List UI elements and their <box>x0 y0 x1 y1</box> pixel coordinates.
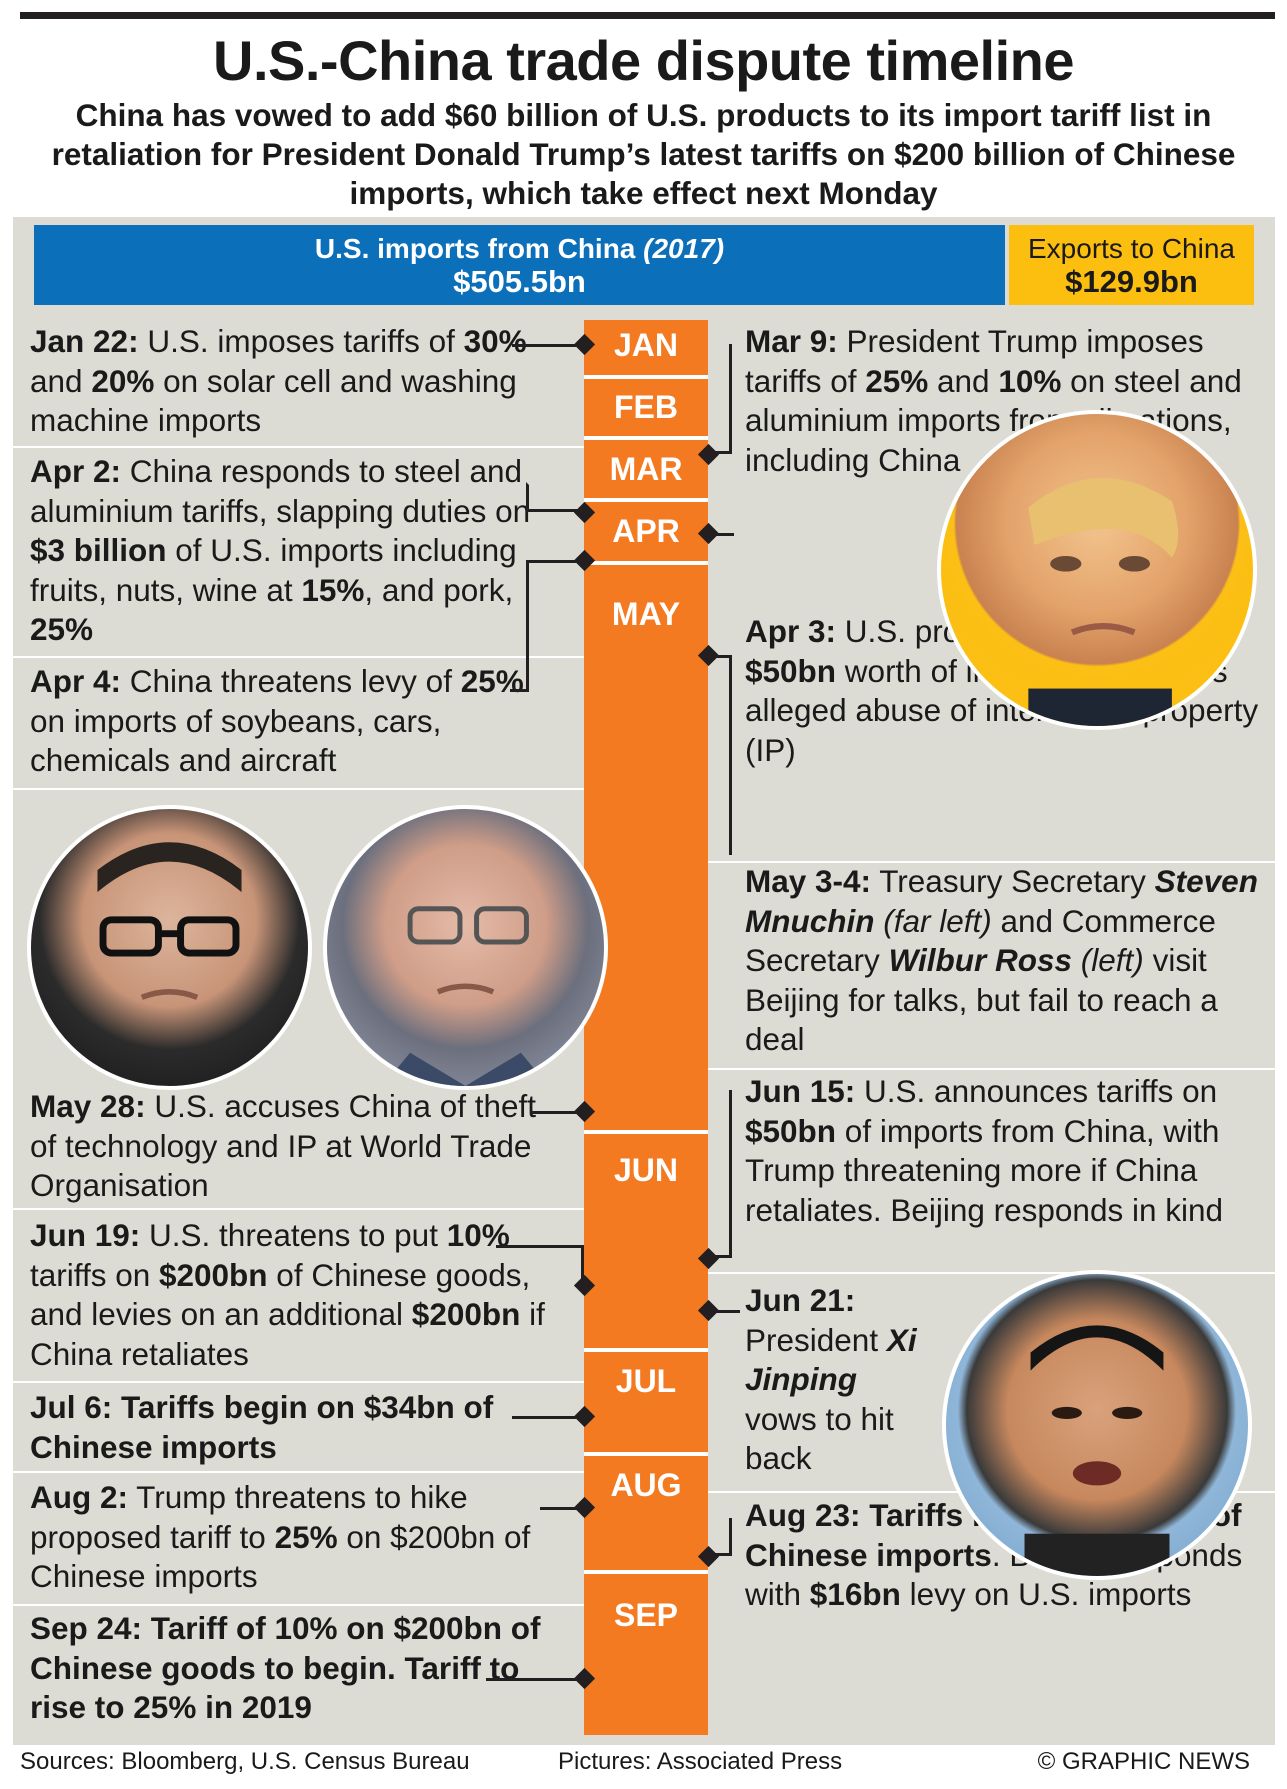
exports-to-china-value: $129.9bn <box>1065 264 1198 299</box>
event-may-3-4: May 3-4: Treasury Secretary Steven Mnuch… <box>745 863 1258 1057</box>
month-jul: JUL <box>615 1363 677 1399</box>
month-divider <box>584 1348 708 1352</box>
row-divider <box>13 788 584 790</box>
connector-line <box>530 1111 584 1114</box>
exports-to-china-label: Exports to China <box>1028 233 1235 264</box>
top-rule <box>20 12 1275 19</box>
row-divider <box>13 1471 584 1473</box>
footer-copyright: © GRAPHIC NEWS <box>1037 1748 1250 1775</box>
month-jan: JAN <box>613 327 678 363</box>
photo-xi-jinping <box>942 1270 1252 1580</box>
hair-shape <box>1030 1325 1164 1371</box>
suit-shape <box>1024 1533 1170 1576</box>
month-jun: JUN <box>613 1152 678 1188</box>
timeline-spine <box>584 320 708 1735</box>
portrait-illustration <box>1028 477 1179 726</box>
row-divider <box>708 861 1275 863</box>
eye-shape <box>1118 555 1151 572</box>
connector-line <box>708 344 732 454</box>
hair-shape <box>97 842 242 893</box>
row-divider <box>13 1208 584 1210</box>
event-apr-4: Apr 4: China threatens levy of 25% on im… <box>30 663 524 778</box>
connector-line <box>526 560 584 690</box>
suit-shape <box>382 1052 549 1086</box>
month-mar: MAR <box>609 451 683 487</box>
us-imports-year: (2017) <box>643 233 725 264</box>
eye-shape <box>1112 1406 1143 1419</box>
month-divider <box>584 1570 708 1574</box>
mouth-shape <box>140 989 199 1000</box>
month-sep: SEP <box>613 1597 679 1633</box>
row-divider <box>708 1272 1275 1274</box>
eye-shape <box>1051 1406 1082 1419</box>
row-divider <box>13 656 584 658</box>
row-divider <box>13 1604 584 1606</box>
month-divider <box>584 498 708 502</box>
page-title: U.S.-China trade dispute timeline <box>213 29 1074 92</box>
glasses-shape <box>474 906 529 945</box>
connector-line <box>496 1245 584 1285</box>
portrait-illustration <box>1024 1325 1170 1576</box>
glasses-shape <box>99 916 162 957</box>
row-divider <box>13 1381 584 1383</box>
row-divider <box>708 1068 1275 1070</box>
portrait-illustration <box>97 842 242 1000</box>
event-jul-6: Jul 6: Tariffs begin on $34bn of Chinese… <box>30 1389 494 1465</box>
footer-sources: Sources: Bloomberg, U.S. Census Bureau <box>20 1748 470 1775</box>
connector-line <box>708 1090 732 1258</box>
portrait-illustration <box>382 906 549 1086</box>
event-jun-15: Jun 15: U.S. announces tariffs on $50bn … <box>745 1073 1224 1228</box>
event-aug-2: Aug 2: Trump threatens to hike proposed … <box>30 1479 531 1594</box>
event-may-28: May 28: U.S. accuses China of theft of t… <box>30 1088 537 1203</box>
connector-line <box>526 482 584 512</box>
us-imports-bar: U.S. imports from China (2017) $505.5bn <box>34 225 1005 305</box>
event-jun-19: Jun 19: U.S. threatens to put 10% tariff… <box>30 1217 545 1372</box>
photo-steven-mnuchin <box>27 805 312 1090</box>
glasses-shape <box>177 916 240 957</box>
photo-donald-trump <box>937 410 1257 730</box>
connector-line <box>540 1507 584 1510</box>
connector-line <box>512 1416 584 1419</box>
event-apr-2: Apr 2: China responds to steel and alumi… <box>30 453 531 647</box>
us-imports-label: U.S. imports from China <box>314 233 636 264</box>
month-divider <box>584 436 708 440</box>
connector-line <box>512 344 584 347</box>
footer-pictures: Pictures: Associated Press <box>558 1748 843 1775</box>
event-sep-24: Sep 24: Tariff of 10% on $200bn of Chine… <box>30 1610 541 1725</box>
month-apr: APR <box>612 513 680 549</box>
suit-shape <box>1028 688 1172 726</box>
month-divider <box>584 561 708 565</box>
connector-line <box>708 655 732 855</box>
connector-line <box>708 1310 740 1313</box>
eye-shape <box>1050 555 1082 572</box>
row-divider <box>13 446 584 448</box>
mouth-shape <box>436 983 495 995</box>
event-jan-22: Jan 22: U.S. imposes tariffs of 30% and … <box>30 323 527 438</box>
exports-to-china-bar: Exports to China $129.9bn <box>1009 225 1254 305</box>
mouth-shape <box>1072 1461 1122 1486</box>
connector-line <box>486 1678 584 1681</box>
month-aug: AUG <box>610 1467 682 1503</box>
hair-shape <box>1028 477 1179 558</box>
page-subtitle: China has vowed to add $60 billion of U.… <box>51 97 1236 211</box>
photo-wilbur-ross <box>323 805 608 1090</box>
mouth-shape <box>1070 623 1136 636</box>
month-feb: FEB <box>614 389 678 425</box>
month-divider <box>584 1130 708 1134</box>
glasses-shape <box>407 906 463 945</box>
connector-line <box>510 689 529 692</box>
event-jun-21: Jun 21: President Xi Jinping vows to hit… <box>745 1282 917 1476</box>
month-divider <box>584 1452 708 1456</box>
connector-line <box>708 533 734 536</box>
us-imports-value: $505.5bn <box>453 264 586 299</box>
month-divider <box>584 375 708 379</box>
month-may: MAY <box>611 596 681 632</box>
connector-line <box>708 1518 732 1556</box>
